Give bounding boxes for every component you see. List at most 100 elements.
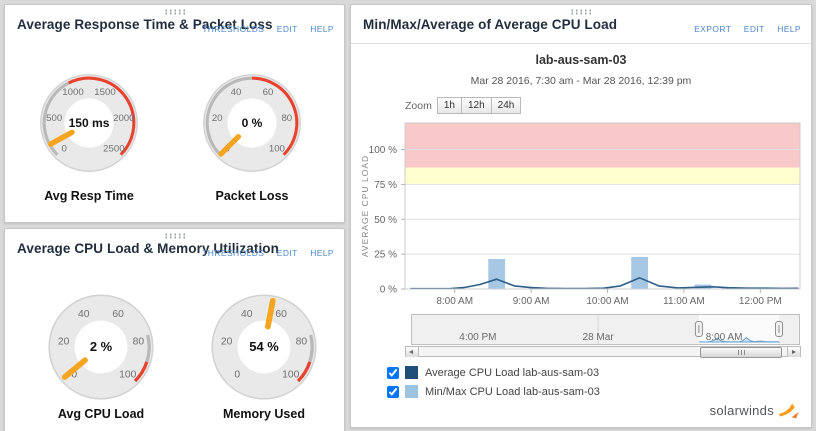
thresholds-link[interactable]: THRESHOLDS [202,248,265,258]
chart-subtitle: Mar 28 2016, 7:30 am - Mar 28 2016, 12:3… [470,75,692,87]
panel-title: Average Response Time & Packet Loss [17,17,273,32]
gauge-tick-label: 80 [281,113,292,124]
gauge-tick-label: 60 [275,309,287,320]
gauge-label-memory-used: Memory Used [223,407,305,421]
left-arrow-icon [409,349,413,354]
zoom-24h-button[interactable]: 24h [490,97,522,114]
gauge-packet-loss: 0204060801000 % [203,74,301,172]
legend-checkbox-average-cpu-load[interactable] [387,366,399,379]
gauge-label-packet-loss: Packet Loss [215,189,289,203]
legend-checkbox-minmax-cpu-load[interactable] [387,385,399,398]
navigator-mini-series [698,336,781,343]
gauge-tick-label: 40 [231,87,242,98]
gauge-tick-label: 40 [241,309,253,320]
gauge-value: 150 ms [69,116,110,130]
chart-legend: Average CPU Load lab-aus-sam-03 Min/Max … [387,363,600,401]
gauge-needle [264,297,276,330]
panel-title: Average CPU Load & Memory Utilization [17,241,279,256]
edit-link[interactable]: EDIT [276,24,298,34]
gauge-tick-label: 80 [296,337,308,348]
legend-swatch-average-cpu-load [405,366,418,379]
solarwinds-logo: solarwinds [710,402,799,419]
gauge-label-avg-resp-time: Avg Resp Time [44,189,134,203]
gauge-avg-cpu-load: 0 20 40 60 80 100 2 % [48,294,154,400]
gauge-tick-label: 0 [71,369,77,380]
x-tick-label: 10:00 AM [586,296,628,307]
gauge-tick-label: 60 [263,87,274,98]
navigator-label: 28 Mar [583,332,615,343]
chart-navigator[interactable]: 4:00 PM 28 Mar 8:00 AM [411,314,800,345]
y-axis-title: AVERAGE CPU LOAD [360,155,370,257]
gauge-tick-label: 500 [46,113,62,124]
scrollbar-right-button[interactable] [787,347,800,357]
help-link[interactable]: HELP [310,24,334,34]
gauge-needle [47,129,75,147]
legend-label: Min/Max CPU Load lab-aus-sam-03 [425,385,600,398]
zoom-12h-button[interactable]: 12h [460,97,492,114]
help-link[interactable]: HELP [310,248,334,258]
gauge-needle [218,133,242,157]
scrollbar-left-button[interactable] [406,347,419,357]
x-tick-label: 8:00 AM [436,296,473,307]
panel-links: EXPORT EDIT HELP [686,19,801,37]
thresholds-link[interactable]: THRESHOLDS [202,24,265,34]
export-link[interactable]: EXPORT [694,24,732,34]
navigator-left-handle[interactable] [694,321,703,337]
chart-title: lab-aus-sam-03 [535,53,627,67]
zoom-1h-button[interactable]: 1h [436,97,462,114]
average-cpu-line [410,277,799,290]
threshold-band-critical [405,123,800,168]
gauge-tick-label: 100 [282,369,300,380]
chart-scrollbar[interactable] [405,346,801,358]
legend-item-minmax-cpu-load: Min/Max CPU Load lab-aus-sam-03 [387,382,600,401]
help-link[interactable]: HELP [777,24,801,34]
zoom-label: Zoom [405,99,432,112]
panel-response-packet: Average Response Time & Packet Loss THRE… [4,4,345,223]
edit-link[interactable]: EDIT [276,248,298,258]
edit-link[interactable]: EDIT [743,24,765,34]
y-tick-label: 100 % [369,145,397,156]
zoom-controls: Zoom 1h 12h 24h [405,97,522,114]
gauge-tick-label: 0 [61,143,66,154]
gauge-memory-used: 0 20 40 60 80 100 54 % [211,294,317,400]
gauge-value: 54 % [249,339,279,354]
x-tick-label: 11:00 AM [663,296,705,307]
navigator-right-handle[interactable] [775,321,783,337]
y-tick-label: 50 % [374,215,397,226]
minmax-cpu-bar [631,256,648,289]
panel-drag-handle[interactable] [570,9,592,15]
panel-links: THRESHOLDS EDIT HELP [194,243,334,261]
gauge-arc [251,76,299,156]
x-tick-label: 12:00 PM [739,296,782,307]
y-tick-label: 25 % [374,250,397,261]
panel-cpu-memory: Average CPU Load & Memory Utilization TH… [4,228,345,431]
gauge-tick-label: 60 [112,309,124,320]
right-arrow-icon [792,349,796,354]
scrollbar-thumb[interactable] [700,347,782,358]
panel-drag-handle[interactable] [163,9,186,15]
gauge-tick-label: 20 [58,337,70,348]
x-tick-label: 9:00 AM [513,296,550,307]
gauge-tick-label: 2000 [113,113,134,124]
gauge-avg-resp-time: 0 500 1000 1500 2000 2500 150 ms [40,74,138,172]
gauge-arc [205,76,253,156]
panel-drag-handle[interactable] [163,233,186,239]
gauge-arc [308,334,314,363]
legend-item-average-cpu-load: Average CPU Load lab-aus-sam-03 [387,363,600,382]
solarwinds-swoosh-icon [778,403,799,419]
solarwinds-logo-text: solarwinds [709,403,774,418]
legend-label: Average CPU Load lab-aus-sam-03 [425,366,600,379]
panel-links: THRESHOLDS EDIT HELP [194,19,334,37]
gauge-tick-label: 80 [133,337,145,348]
gauge-tick-label: 100 [269,143,285,154]
gauge-arc [145,334,151,363]
gauge-tick-label: 40 [78,309,90,320]
y-tick-label: 0 % [380,285,397,296]
y-tick-label: 75 % [374,180,397,191]
gauge-tick-label: 1500 [94,87,115,98]
gauge-arc [133,361,149,383]
gauge-label-avg-cpu-load: Avg CPU Load [57,407,145,421]
panel-title: Min/Max/Average of Average CPU Load [363,17,618,32]
navigator-label: 8:00 AM [706,332,743,343]
